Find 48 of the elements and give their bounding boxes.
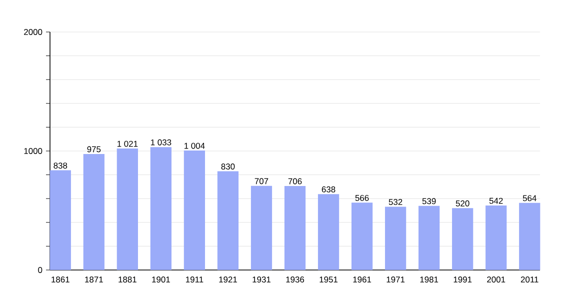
data-label: 539 xyxy=(422,198,436,204)
bar xyxy=(116,148,138,270)
x-tick-label: 1881 xyxy=(118,276,136,283)
x-tick-label: 1951 xyxy=(320,276,338,283)
bar xyxy=(83,154,104,270)
data-label: 566 xyxy=(355,194,369,201)
bar xyxy=(384,206,406,270)
x-tick-label: 1921 xyxy=(219,276,237,283)
y-tick-label: 1000 xyxy=(24,148,42,154)
bar xyxy=(217,171,239,270)
bar xyxy=(452,208,474,270)
data-label: 564 xyxy=(522,195,536,202)
x-tick-label: 2011 xyxy=(520,276,538,283)
x-tick-label: 1931 xyxy=(252,276,270,283)
data-label: 638 xyxy=(322,186,336,192)
x-tick-label: 1936 xyxy=(286,276,304,283)
data-label: 532 xyxy=(388,199,402,205)
bar xyxy=(318,194,340,270)
x-tick-label: 1961 xyxy=(353,276,372,283)
x-tick-label: 2001 xyxy=(487,276,506,283)
x-tick-label: 1991 xyxy=(454,276,472,283)
data-label: 707 xyxy=(254,178,268,184)
x-tick-label: 1981 xyxy=(420,276,438,283)
bar xyxy=(250,186,272,270)
bar xyxy=(150,147,172,270)
data-label: 542 xyxy=(489,198,503,204)
bar xyxy=(284,186,306,270)
x-tick-label: 1901 xyxy=(152,276,170,283)
data-label: 520 xyxy=(456,200,470,206)
bar xyxy=(184,150,206,270)
x-tick-label: 1871 xyxy=(85,276,103,283)
data-label: 838 xyxy=(54,162,68,169)
bar xyxy=(418,206,440,270)
x-tick-label: 1861 xyxy=(52,276,70,283)
data-label: 1 033 xyxy=(150,139,172,146)
x-tick-label: 1911 xyxy=(186,276,204,283)
bar xyxy=(519,202,540,270)
y-tick-label: 0 xyxy=(38,267,42,273)
data-label: 1 004 xyxy=(184,142,205,149)
bar xyxy=(486,206,507,270)
x-tick-label: 1971 xyxy=(386,276,405,283)
data-label: 975 xyxy=(87,146,101,152)
data-label: 706 xyxy=(288,178,302,184)
data-label: 1 021 xyxy=(117,140,138,147)
bar xyxy=(50,170,71,270)
y-tick-label: 2000 xyxy=(24,29,42,35)
data-label: 830 xyxy=(221,164,235,170)
bar xyxy=(351,202,373,270)
